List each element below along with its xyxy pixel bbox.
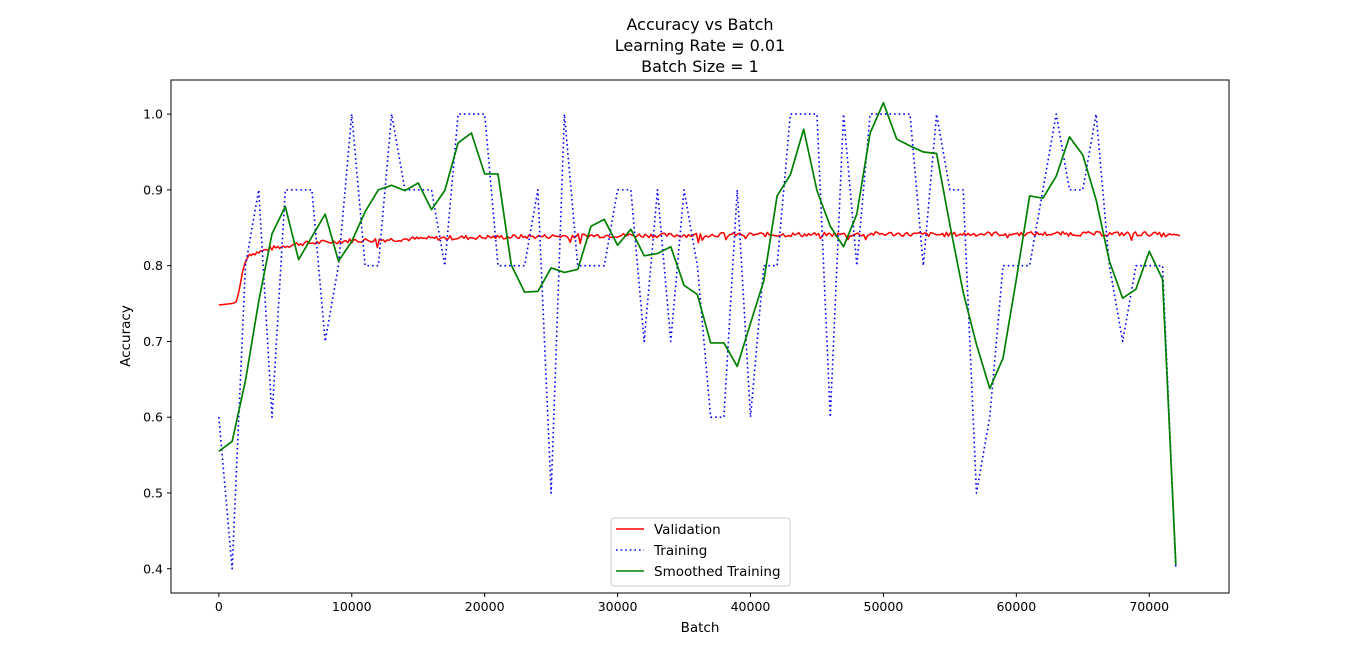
x-tick-label: 0 [215, 599, 223, 614]
y-tick-label: 0.8 [143, 258, 163, 273]
smoothed-training-line [218, 101, 1177, 565]
y-tick-label: 0.4 [143, 561, 163, 576]
legend: Validation Training Smoothed Training [610, 517, 791, 587]
y-axis-label: Accuracy [118, 305, 134, 367]
y-tick-label: 0.7 [143, 334, 163, 349]
y-tick-label: 1.0 [143, 107, 163, 122]
x-tick-label: 40000 [731, 599, 771, 614]
legend-label-training: Training [653, 543, 707, 559]
training-line [218, 113, 1177, 570]
x-axis-label: Batch [681, 620, 720, 636]
y-tick-label: 0.5 [143, 485, 163, 500]
series-layer [218, 101, 1181, 570]
chart-title-line-1: Accuracy vs Batch [626, 15, 773, 34]
x-tick-label: 10000 [332, 599, 372, 614]
chart-title-line-2: Learning Rate = 0.01 [615, 36, 785, 55]
x-tick-label: 70000 [1129, 599, 1169, 614]
y-tick-label: 0.9 [143, 182, 163, 197]
x-tick-label: 20000 [465, 599, 505, 614]
x-tick-label: 50000 [864, 599, 904, 614]
legend-label-smoothed-training: Smoothed Training [654, 564, 781, 580]
legend-label-validation: Validation [654, 522, 721, 538]
x-tick-label: 30000 [598, 599, 638, 614]
x-tick-label: 60000 [996, 599, 1036, 614]
legend-box [610, 517, 791, 587]
y-tick-label: 0.6 [143, 410, 163, 425]
axis-layer: 0 10000 20000 30000 40000 50000 60000 70000 0.4 0… [143, 107, 1169, 614]
validation-line [218, 230, 1181, 306]
plot-frame [170, 79, 1230, 594]
chart-title-line-3: Batch Size = 1 [641, 57, 759, 76]
